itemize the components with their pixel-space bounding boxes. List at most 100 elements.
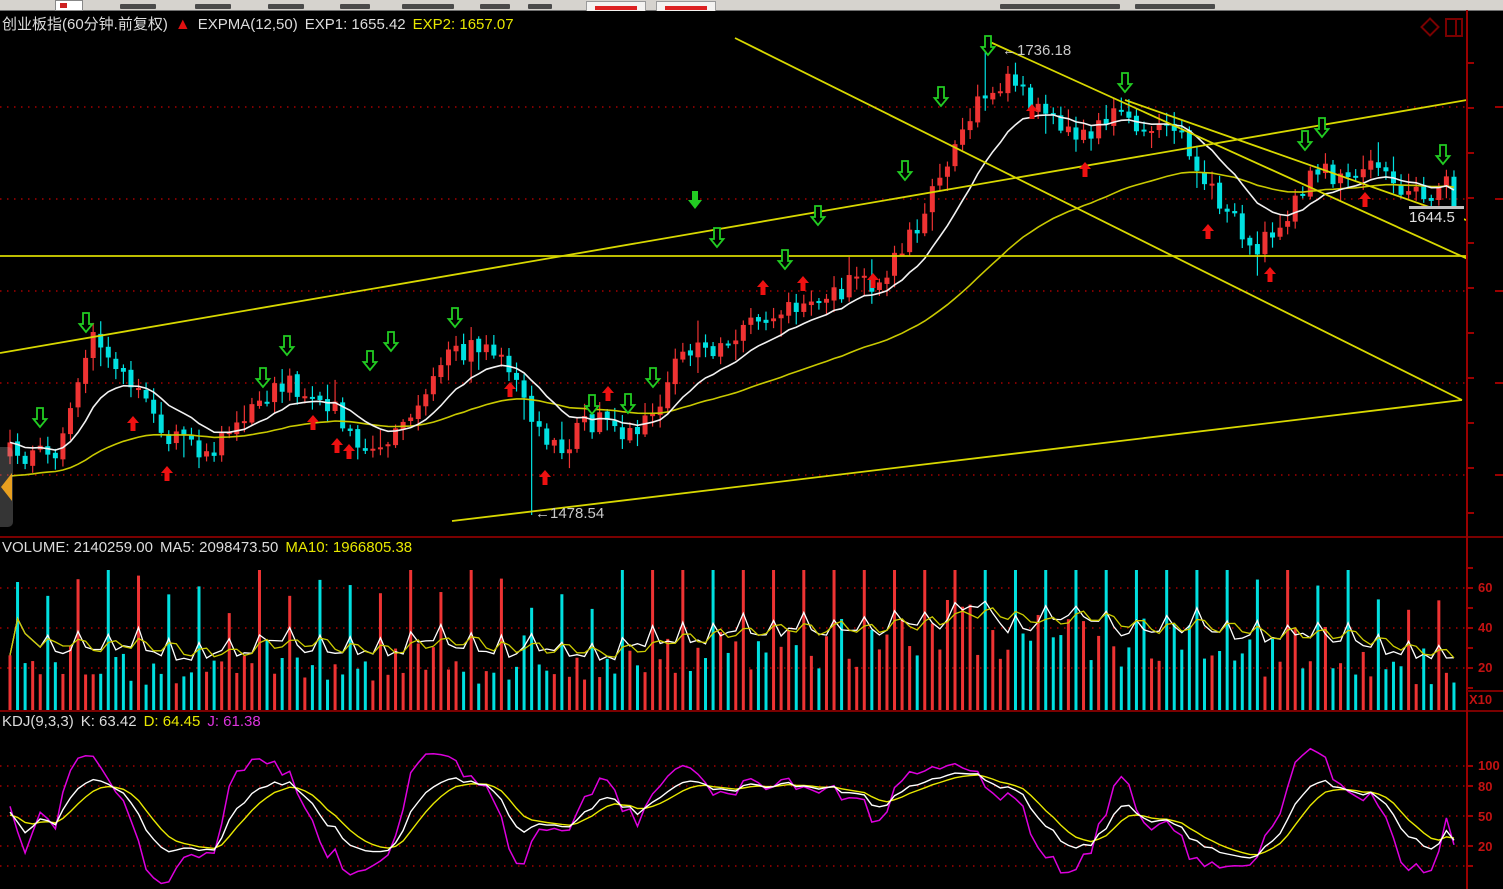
candle-body — [158, 414, 164, 433]
candle-body — [173, 431, 179, 444]
chart-title-row: 创业板指(60分钟.前复权) ▲ EXPMA(12,50) EXP1: 1655.42… — [2, 13, 521, 34]
volume-bar — [477, 683, 481, 710]
candle-body — [423, 394, 429, 407]
menu-item[interactable] — [1000, 4, 1120, 9]
candle-body — [1149, 130, 1155, 133]
kdj-axis-label-80: 80 — [1478, 779, 1493, 794]
kdj-axis-label-20: 20 — [1478, 839, 1493, 854]
volume-bar — [847, 658, 851, 710]
menu-item[interactable] — [340, 4, 370, 9]
volume-bar — [1286, 570, 1290, 710]
sell-signal-arrow-hollow — [583, 394, 601, 416]
candle-body — [680, 351, 686, 360]
volume-bar — [1293, 627, 1297, 710]
split-window-icon[interactable] — [1445, 18, 1463, 37]
volume-bar — [446, 669, 450, 710]
candle-body — [67, 408, 73, 435]
scroll-more-tab[interactable] — [0, 447, 13, 527]
menu-item[interactable] — [480, 4, 510, 9]
volume-bar — [930, 623, 934, 710]
sell-signal-arrow-hollow — [77, 312, 95, 334]
kdj-layer — [9, 747, 1455, 885]
menu-item[interactable] — [528, 4, 552, 9]
candle-body — [551, 439, 557, 446]
candle-body — [929, 186, 935, 213]
candle-body — [90, 332, 96, 359]
drawn-trendline[interactable] — [989, 41, 1470, 260]
volume-bar — [666, 638, 670, 710]
candle-body — [143, 390, 149, 399]
candle-body — [332, 401, 338, 411]
volume-bar — [46, 595, 50, 710]
toolbar-button-red[interactable] — [656, 1, 716, 11]
app-icon[interactable] — [55, 0, 83, 11]
sell-signal-arrow-hollow — [979, 35, 997, 57]
volume-bar — [1271, 638, 1275, 710]
menu-item[interactable] — [120, 4, 156, 9]
volume-bar — [877, 649, 881, 710]
candle-body — [1103, 118, 1109, 125]
menu-item[interactable] — [402, 4, 454, 9]
volume-bar — [1210, 655, 1214, 710]
volume-bar — [326, 679, 330, 710]
kdj-k-value: K: 63.42 — [80, 713, 137, 730]
volume-bar — [1323, 626, 1327, 710]
candle-body — [415, 405, 421, 419]
volume-bar — [378, 593, 382, 710]
diamond-tool-icon[interactable] — [1420, 17, 1440, 37]
volume-bar — [295, 657, 299, 710]
volume-bar — [1104, 570, 1108, 710]
volume-bar — [1384, 669, 1388, 710]
volume-bar — [756, 641, 760, 710]
volume-bar — [68, 645, 72, 710]
candle-body — [1081, 129, 1087, 140]
candle-body — [22, 455, 28, 464]
exp2-value: EXP2: 1657.07 — [412, 16, 514, 33]
candle-body — [574, 422, 580, 449]
volume-bar — [794, 645, 798, 710]
volume-bar — [242, 655, 246, 710]
candle-body — [975, 96, 981, 123]
volume-bar — [817, 668, 821, 710]
volume-bar — [106, 570, 110, 710]
candle-body — [597, 412, 603, 433]
candle-body — [302, 396, 308, 399]
drawn-trendline[interactable] — [734, 37, 1463, 401]
volume-bar — [779, 646, 783, 710]
exp1-value: EXP1: 1655.42 — [304, 16, 406, 33]
menu-bar[interactable] — [0, 0, 1503, 11]
volume-bar — [696, 647, 700, 710]
expma-fast-line — [9, 114, 1455, 451]
trendlines-layer[interactable] — [0, 37, 1503, 522]
drawn-trendline[interactable] — [0, 99, 1467, 354]
menu-item[interactable] — [195, 4, 231, 9]
volume-bar — [416, 643, 420, 710]
candle-body — [1020, 84, 1026, 87]
candle-body — [340, 402, 346, 429]
menu-item[interactable] — [1135, 4, 1215, 9]
volume-bar — [552, 674, 556, 710]
volume-bar — [567, 676, 571, 710]
volume-bar — [1013, 570, 1017, 710]
candle-body — [45, 446, 51, 455]
buy-signal-arrow — [602, 386, 614, 401]
candle-body — [408, 417, 414, 422]
candle-body — [385, 444, 391, 447]
candle-body — [1375, 162, 1381, 168]
candle-body — [619, 427, 625, 440]
candle-body — [982, 95, 988, 99]
volume-bar — [1316, 585, 1320, 710]
candle-body — [241, 421, 247, 424]
candle-body — [733, 340, 739, 345]
candle-body — [1330, 164, 1336, 185]
candle-body — [801, 303, 807, 312]
volume-bar — [212, 660, 216, 710]
drawn-trendline[interactable] — [451, 399, 1463, 522]
menu-item[interactable] — [268, 4, 304, 9]
candle-body — [279, 383, 285, 392]
toolbar-button-red[interactable] — [586, 1, 646, 11]
candle-body — [529, 395, 535, 422]
candle-body — [249, 404, 255, 423]
